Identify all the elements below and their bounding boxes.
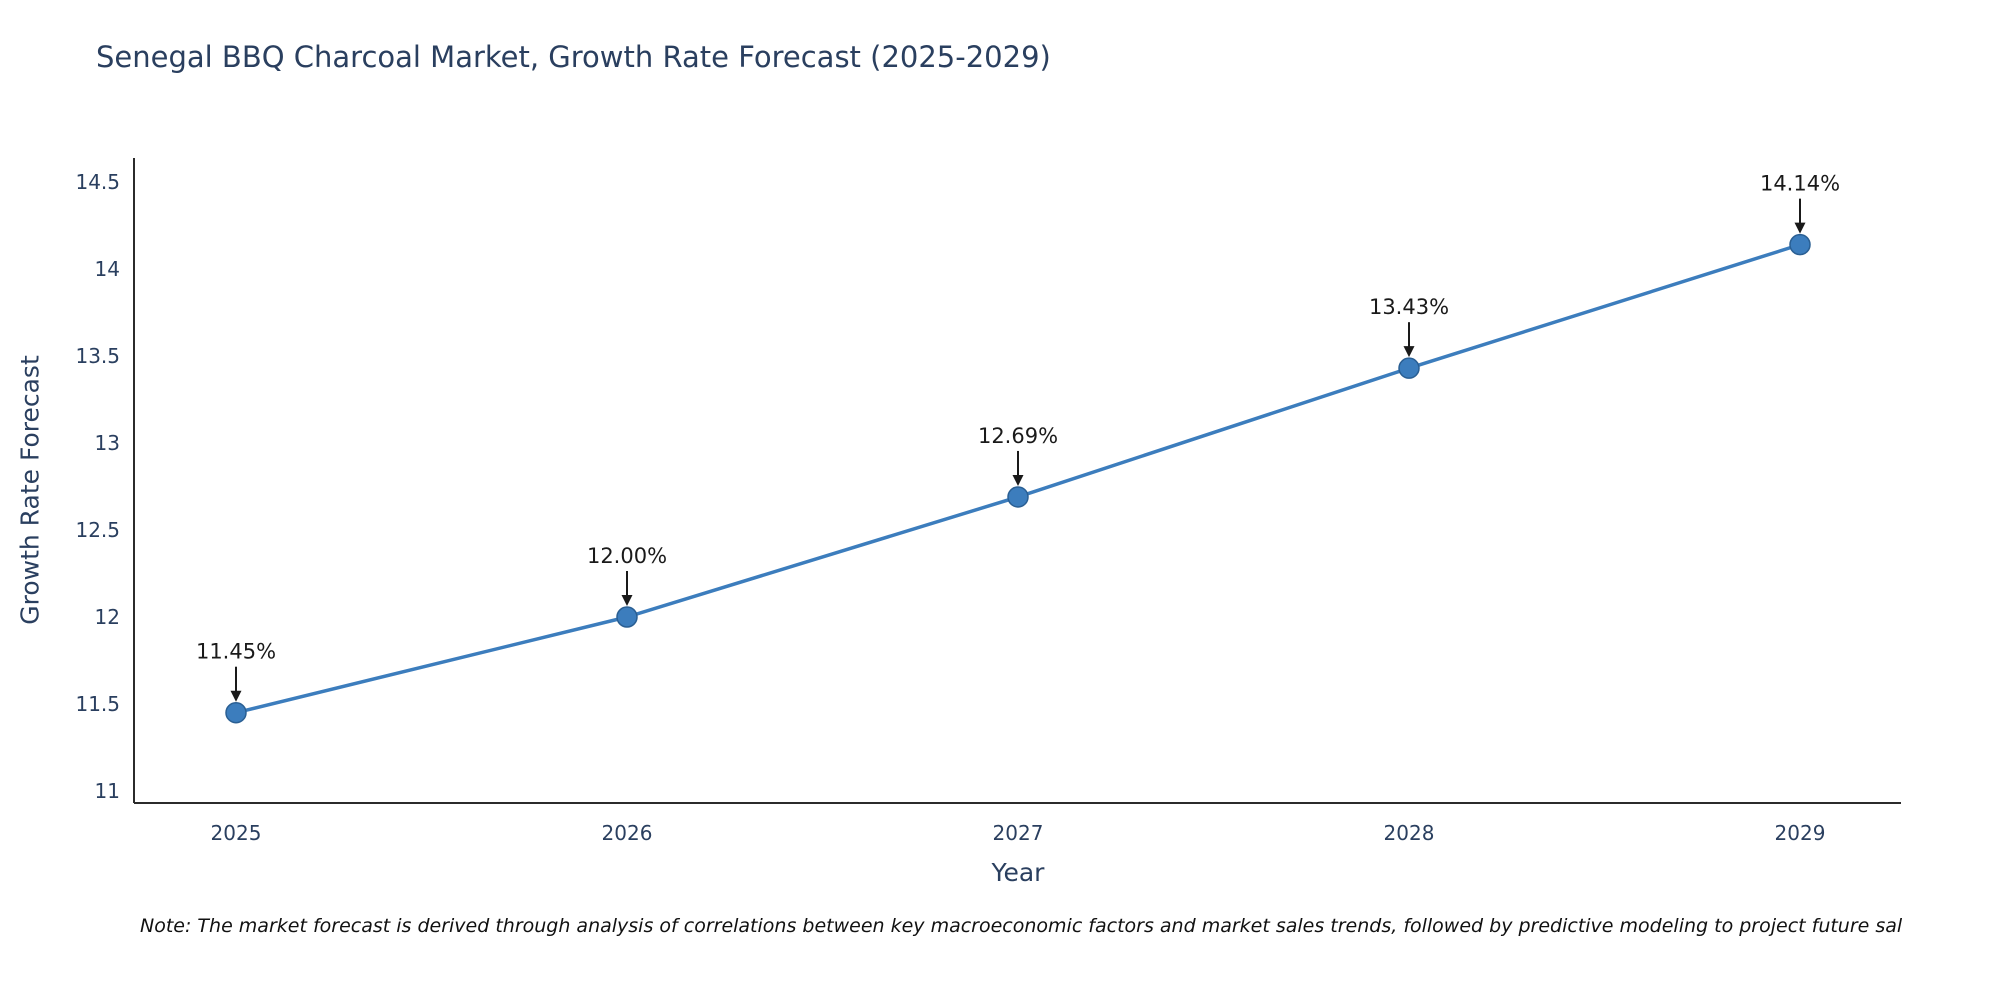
y-tick-label: 14	[95, 257, 120, 281]
data-point	[1398, 357, 1420, 379]
y-tick-label: 11.5	[75, 692, 120, 716]
annotation-label: 13.43%	[1369, 295, 1449, 319]
y-tick-label: 13	[95, 431, 120, 455]
x-tick-label: 2026	[602, 821, 653, 845]
y-tick-label: 12.5	[75, 518, 120, 542]
data-point	[225, 701, 247, 724]
annotation-label: 11.45%	[196, 640, 276, 664]
x-tick-label: 2029	[1775, 821, 1826, 845]
annotation-label: 12.69%	[978, 424, 1058, 448]
annotation-arrowhead	[230, 690, 242, 702]
x-tick-labels: 2025 2026 2027 2028 2029	[211, 821, 1826, 845]
data-point	[616, 606, 638, 628]
y-tick-label: 11	[95, 779, 120, 803]
y-tick-labels: 11 11.5 12 12.5 13 13.5 14 14.5	[75, 170, 120, 803]
annotation-label: 14.14%	[1760, 172, 1840, 196]
y-tick-label: 13.5	[75, 344, 120, 368]
x-tick-label: 2025	[211, 821, 262, 845]
annotation-arrowhead	[1012, 474, 1024, 486]
annotation-arrowhead	[1403, 346, 1415, 358]
annotation-arrowhead	[621, 595, 633, 606]
axes	[133, 158, 1901, 804]
y-tick-label: 12	[95, 605, 120, 629]
x-tick-label: 2027	[993, 821, 1044, 845]
chart-title: Senegal BBQ Charcoal Market, Growth Rate…	[96, 40, 1051, 74]
x-axis-title: Year	[991, 858, 1045, 887]
footnote: Note: The market forecast is derived thr…	[140, 915, 1903, 937]
data-point	[1789, 233, 1811, 256]
data-point	[1007, 486, 1029, 508]
x-tick-label: 2028	[1384, 821, 1435, 845]
markers	[225, 233, 1811, 724]
annotations: 11.45% 12.00% 12.69% 13.43% 14.14%	[196, 172, 1840, 702]
annotation-label: 12.00%	[587, 544, 667, 568]
annotation-arrowhead	[1794, 222, 1806, 234]
y-tick-label: 14.5	[75, 170, 120, 194]
